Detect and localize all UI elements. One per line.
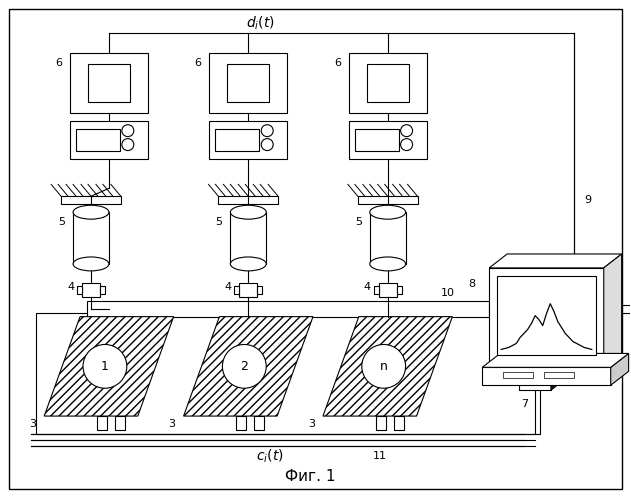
Bar <box>544 372 574 378</box>
Ellipse shape <box>230 205 266 219</box>
Text: 8: 8 <box>468 279 475 289</box>
Text: 4: 4 <box>67 282 74 292</box>
Bar <box>503 372 533 378</box>
Circle shape <box>261 124 273 136</box>
Circle shape <box>122 138 134 150</box>
Bar <box>367 64 409 102</box>
Bar <box>209 53 287 113</box>
Polygon shape <box>323 316 452 416</box>
Bar <box>77 286 82 294</box>
Bar <box>237 416 246 430</box>
Text: 11: 11 <box>373 451 387 461</box>
Bar <box>254 416 264 430</box>
Polygon shape <box>611 354 628 385</box>
Bar <box>375 416 386 430</box>
Circle shape <box>362 344 406 388</box>
Text: Фиг. 1: Фиг. 1 <box>285 469 335 484</box>
Bar <box>489 268 604 368</box>
Bar <box>349 53 427 113</box>
Polygon shape <box>44 316 174 416</box>
Text: 5: 5 <box>355 217 362 227</box>
Polygon shape <box>519 265 571 281</box>
Polygon shape <box>482 354 628 368</box>
Bar <box>379 283 397 296</box>
Bar <box>355 128 399 150</box>
Circle shape <box>222 344 266 388</box>
Bar <box>76 128 120 150</box>
Bar <box>239 283 257 296</box>
Bar <box>36 312 540 434</box>
Bar <box>257 286 262 294</box>
Bar <box>497 276 596 355</box>
Bar <box>61 196 121 204</box>
Text: 3: 3 <box>168 419 175 429</box>
Bar <box>397 286 401 294</box>
Circle shape <box>401 124 413 136</box>
Bar <box>70 120 148 158</box>
Circle shape <box>122 124 134 136</box>
Text: $d_i(t)$: $d_i(t)$ <box>245 14 274 32</box>
Bar <box>87 300 489 316</box>
Bar <box>73 212 109 264</box>
Ellipse shape <box>230 257 266 271</box>
Text: 4: 4 <box>224 282 232 292</box>
Bar <box>349 120 427 158</box>
Bar <box>215 128 259 150</box>
Ellipse shape <box>73 257 109 271</box>
Circle shape <box>83 344 127 388</box>
Text: 2: 2 <box>240 360 248 373</box>
Text: n: n <box>380 360 387 373</box>
Bar <box>82 283 100 296</box>
Bar <box>227 64 269 102</box>
Text: 6: 6 <box>55 58 62 68</box>
Bar <box>115 416 125 430</box>
Bar <box>88 64 130 102</box>
Bar <box>370 212 406 264</box>
Text: 5: 5 <box>58 217 65 227</box>
Text: $c_i(t)$: $c_i(t)$ <box>256 447 284 464</box>
Bar <box>100 286 105 294</box>
Text: 9: 9 <box>584 196 591 205</box>
Bar <box>482 368 611 385</box>
Text: 10: 10 <box>440 288 454 298</box>
Text: 7: 7 <box>521 399 528 409</box>
Circle shape <box>401 138 413 150</box>
Text: 3: 3 <box>308 419 315 429</box>
Ellipse shape <box>370 257 406 271</box>
Bar <box>230 212 266 264</box>
Circle shape <box>261 138 273 150</box>
Bar <box>358 196 418 204</box>
Bar <box>209 120 287 158</box>
Text: 3: 3 <box>29 419 36 429</box>
Bar <box>70 53 148 113</box>
Polygon shape <box>551 265 571 390</box>
Text: 4: 4 <box>363 282 371 292</box>
Text: 1: 1 <box>101 360 109 373</box>
Polygon shape <box>604 254 622 368</box>
Bar <box>374 286 379 294</box>
Bar <box>234 286 239 294</box>
Text: 6: 6 <box>334 58 341 68</box>
Polygon shape <box>184 316 313 416</box>
Bar <box>519 281 551 390</box>
Polygon shape <box>489 254 622 268</box>
Bar <box>394 416 404 430</box>
Text: 6: 6 <box>194 58 201 68</box>
Text: 5: 5 <box>215 217 222 227</box>
Bar <box>97 416 107 430</box>
Bar <box>218 196 278 204</box>
Ellipse shape <box>370 205 406 219</box>
Ellipse shape <box>73 205 109 219</box>
